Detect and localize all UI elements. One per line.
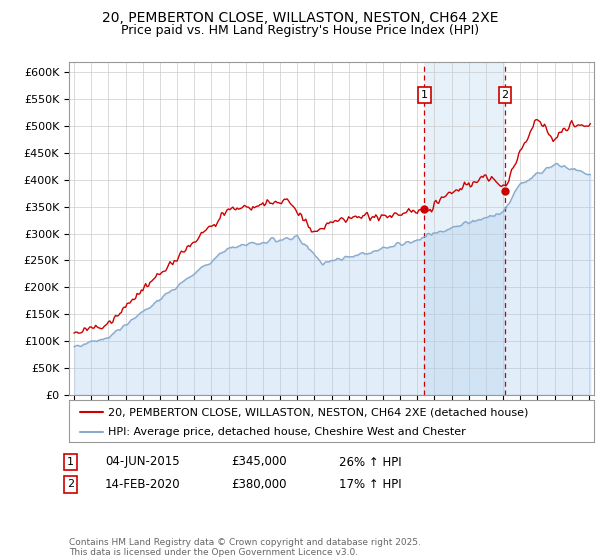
Text: HPI: Average price, detached house, Cheshire West and Chester: HPI: Average price, detached house, Ches…	[109, 427, 466, 437]
Text: Price paid vs. HM Land Registry's House Price Index (HPI): Price paid vs. HM Land Registry's House …	[121, 24, 479, 37]
Text: 26% ↑ HPI: 26% ↑ HPI	[339, 455, 401, 469]
Text: 17% ↑ HPI: 17% ↑ HPI	[339, 478, 401, 491]
Text: 20, PEMBERTON CLOSE, WILLASTON, NESTON, CH64 2XE: 20, PEMBERTON CLOSE, WILLASTON, NESTON, …	[102, 11, 498, 25]
Text: 1: 1	[67, 457, 74, 467]
Text: 2: 2	[502, 90, 509, 100]
Text: £380,000: £380,000	[231, 478, 287, 491]
Text: 20, PEMBERTON CLOSE, WILLASTON, NESTON, CH64 2XE (detached house): 20, PEMBERTON CLOSE, WILLASTON, NESTON, …	[109, 407, 529, 417]
Text: 2: 2	[67, 479, 74, 489]
Text: Contains HM Land Registry data © Crown copyright and database right 2025.
This d: Contains HM Land Registry data © Crown c…	[69, 538, 421, 557]
Bar	[424, 62, 505, 395]
Text: 04-JUN-2015: 04-JUN-2015	[105, 455, 179, 469]
Text: 1: 1	[421, 90, 428, 100]
Text: £345,000: £345,000	[231, 455, 287, 469]
Text: 14-FEB-2020: 14-FEB-2020	[105, 478, 181, 491]
